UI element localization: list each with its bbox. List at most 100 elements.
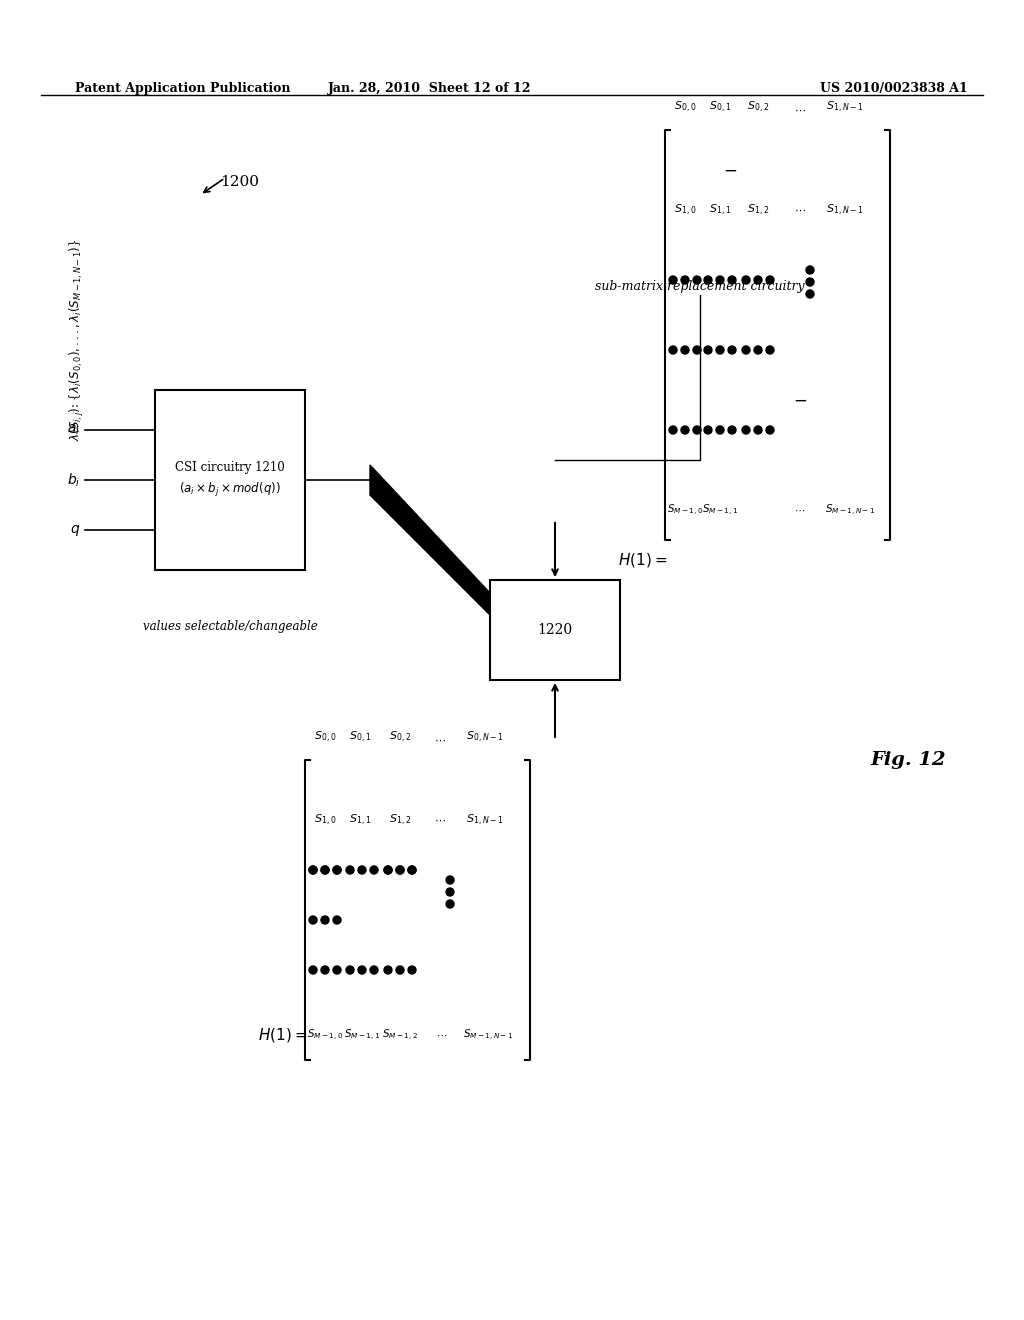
Text: Fig. 12: Fig. 12 xyxy=(870,751,945,770)
Circle shape xyxy=(693,426,701,434)
Circle shape xyxy=(321,866,329,874)
Circle shape xyxy=(333,866,341,874)
Text: $S_{M-1,0}$: $S_{M-1,0}$ xyxy=(307,1027,343,1043)
Text: 1200: 1200 xyxy=(220,176,259,189)
Text: $\cdots$: $\cdots$ xyxy=(434,735,445,744)
Circle shape xyxy=(742,346,750,354)
Text: $S_{1,0}$: $S_{1,0}$ xyxy=(674,202,696,218)
Circle shape xyxy=(408,866,416,874)
Circle shape xyxy=(396,966,404,974)
Text: $S_{M-1,2}$: $S_{M-1,2}$ xyxy=(382,1027,418,1043)
Circle shape xyxy=(669,276,677,284)
Text: $H(1) =$: $H(1) =$ xyxy=(618,550,668,569)
Circle shape xyxy=(766,276,774,284)
Circle shape xyxy=(370,966,378,974)
Text: $a_i$: $a_i$ xyxy=(67,422,80,437)
Circle shape xyxy=(742,276,750,284)
Circle shape xyxy=(309,866,317,874)
Circle shape xyxy=(742,426,750,434)
Text: $S_{0,0}$: $S_{0,0}$ xyxy=(674,100,696,115)
Circle shape xyxy=(446,888,454,896)
Text: CSI circuitry 1210
$(a_i \times b_j \times mod(q))$: CSI circuitry 1210 $(a_i \times b_j \tim… xyxy=(175,461,285,499)
Text: sub-matrix replacement circuitry: sub-matrix replacement circuitry xyxy=(595,280,805,293)
Text: $S_{0,2}$: $S_{0,2}$ xyxy=(746,100,769,115)
Circle shape xyxy=(669,426,677,434)
Circle shape xyxy=(716,276,724,284)
Circle shape xyxy=(358,966,366,974)
Text: $\lambda(S_{i,j})$: {$\lambda_i(S_{0,0}), ..., \lambda_i(S_{M-1,N-1})$}: $\lambda(S_{i,j})$: {$\lambda_i(S_{0,0})… xyxy=(68,239,86,441)
Text: $S_{1,2}$: $S_{1,2}$ xyxy=(746,202,769,218)
Text: $S_{M-1,N-1}$: $S_{M-1,N-1}$ xyxy=(463,1027,513,1043)
Circle shape xyxy=(321,866,329,874)
Text: $S_{1,N-1}$: $S_{1,N-1}$ xyxy=(466,812,504,828)
Circle shape xyxy=(396,866,404,874)
Circle shape xyxy=(705,426,712,434)
Text: $S_{0,1}$: $S_{0,1}$ xyxy=(709,100,731,115)
FancyBboxPatch shape xyxy=(490,579,620,680)
Text: $\cdots$: $\cdots$ xyxy=(434,814,445,825)
Text: $S_{1,1}$: $S_{1,1}$ xyxy=(709,202,731,218)
Text: Jan. 28, 2010  Sheet 12 of 12: Jan. 28, 2010 Sheet 12 of 12 xyxy=(329,82,531,95)
Circle shape xyxy=(728,426,736,434)
Circle shape xyxy=(384,866,392,874)
Text: $\cdots$: $\cdots$ xyxy=(794,205,806,215)
Polygon shape xyxy=(370,465,520,645)
Text: $S_{M-1,0}$: $S_{M-1,0}$ xyxy=(667,503,703,517)
Text: $S_{0,2}$: $S_{0,2}$ xyxy=(389,730,411,744)
Text: $S_{1,1}$: $S_{1,1}$ xyxy=(349,812,371,828)
Circle shape xyxy=(754,426,762,434)
Text: $S_{1,N-1}$: $S_{1,N-1}$ xyxy=(826,100,864,115)
Circle shape xyxy=(716,346,724,354)
Text: $-$: $-$ xyxy=(793,392,807,408)
Circle shape xyxy=(408,866,416,874)
Circle shape xyxy=(705,276,712,284)
Circle shape xyxy=(716,426,724,434)
Circle shape xyxy=(346,866,354,874)
Circle shape xyxy=(766,346,774,354)
Circle shape xyxy=(346,966,354,974)
FancyBboxPatch shape xyxy=(155,389,305,570)
Text: $S_{0,1}$: $S_{0,1}$ xyxy=(349,730,371,744)
Circle shape xyxy=(806,290,814,298)
Circle shape xyxy=(333,966,341,974)
Text: $S_{1,2}$: $S_{1,2}$ xyxy=(389,812,411,828)
Circle shape xyxy=(358,866,366,874)
Text: $\cdots$: $\cdots$ xyxy=(794,106,806,115)
Circle shape xyxy=(309,966,317,974)
Circle shape xyxy=(446,876,454,884)
Circle shape xyxy=(681,276,689,284)
Circle shape xyxy=(766,426,774,434)
Circle shape xyxy=(728,276,736,284)
Text: $S_{0,0}$: $S_{0,0}$ xyxy=(313,730,336,744)
Text: $q$: $q$ xyxy=(70,523,80,537)
Text: $\cdots$: $\cdots$ xyxy=(795,506,806,515)
Text: $-$: $-$ xyxy=(723,161,737,178)
Text: $S_{M-1,1}$: $S_{M-1,1}$ xyxy=(344,1027,380,1043)
Circle shape xyxy=(309,916,317,924)
Circle shape xyxy=(333,916,341,924)
Circle shape xyxy=(681,346,689,354)
Circle shape xyxy=(321,916,329,924)
Text: 1220: 1220 xyxy=(538,623,572,638)
Circle shape xyxy=(333,866,341,874)
Circle shape xyxy=(396,866,404,874)
Circle shape xyxy=(806,279,814,286)
Circle shape xyxy=(384,866,392,874)
Text: values selectable/changeable: values selectable/changeable xyxy=(142,620,317,634)
Circle shape xyxy=(754,346,762,354)
Text: US 2010/0023838 A1: US 2010/0023838 A1 xyxy=(820,82,968,95)
Circle shape xyxy=(728,346,736,354)
Text: $\cdots$: $\cdots$ xyxy=(436,1031,447,1040)
Circle shape xyxy=(693,346,701,354)
Text: $S_{1,0}$: $S_{1,0}$ xyxy=(313,812,336,828)
Text: Patent Application Publication: Patent Application Publication xyxy=(75,82,291,95)
Circle shape xyxy=(681,426,689,434)
Circle shape xyxy=(669,346,677,354)
Text: $b_i$: $b_i$ xyxy=(67,471,80,488)
Circle shape xyxy=(370,866,378,874)
Circle shape xyxy=(309,866,317,874)
Text: $S_{0,N-1}$: $S_{0,N-1}$ xyxy=(466,730,504,744)
Circle shape xyxy=(446,900,454,908)
Circle shape xyxy=(408,966,416,974)
Circle shape xyxy=(806,267,814,275)
